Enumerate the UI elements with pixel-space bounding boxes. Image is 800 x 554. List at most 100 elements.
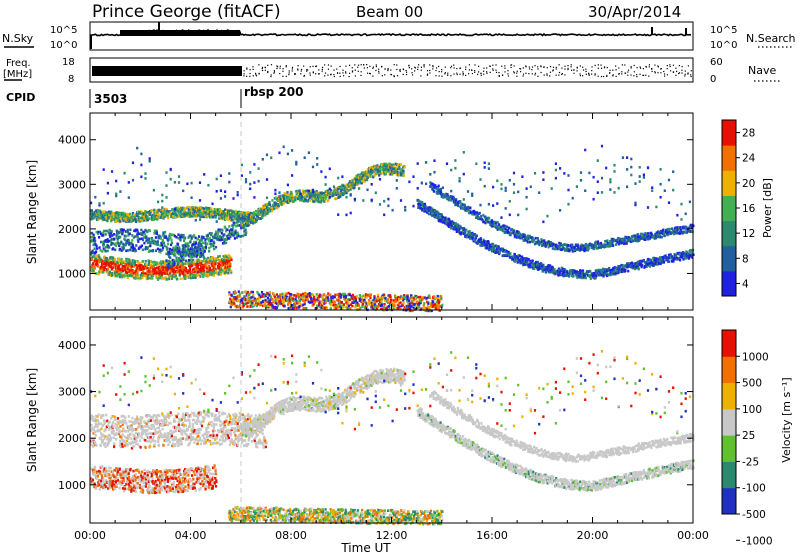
scatter-cell [97,209,100,212]
scatter-cell [211,264,214,267]
scatter-cell [163,272,166,275]
scatter-cell [339,195,342,198]
scatter-cell [91,255,95,259]
scatter-cell [193,214,196,218]
scatter-cell [95,257,98,261]
scatter-cell [102,247,105,250]
scatter-cell [208,261,211,264]
nave-dot [378,70,380,72]
scatter-cell [121,275,124,279]
scatter-cell [128,242,131,245]
scatter-cell [161,234,165,237]
nave-dot [489,71,491,73]
scatter-cell [230,216,233,219]
nave-dot [510,66,512,69]
scatter-cell [179,258,182,262]
scatter-cell [147,277,150,280]
scatter-cell [141,248,144,252]
nave-dot [618,73,620,75]
scatter-cell [190,209,193,213]
nave-dot [432,68,434,70]
scatter-cell [291,194,294,197]
scatter-cell [231,224,234,227]
nave-dot [300,70,302,72]
scatter-cell [194,206,197,209]
scatter-cell [144,263,147,266]
scatter-cell [478,211,481,215]
scatter-cell [457,204,460,208]
scatter-cell [97,272,100,276]
scatter-cell [153,232,156,235]
scatter-cell [188,215,191,218]
scatter-cell [152,265,155,269]
nave-dot [462,71,464,73]
scatter-cell [217,265,220,268]
scatter-cell [178,214,181,217]
scatter-cell [161,240,164,244]
scatter-cell [163,266,166,270]
scatter-cell [207,212,210,216]
scatter-cell [154,267,157,270]
scatter-cell [113,211,116,215]
scatter-cell [171,270,174,273]
scatter-cell [183,253,186,257]
scatter-cell [273,207,276,211]
nave-dot [372,75,374,77]
scatter-cell [167,261,170,264]
scatter-cell [216,238,219,241]
scatter-cell [198,241,201,245]
nave-dot [282,70,284,72]
scatter-cell [160,270,163,274]
scatter-cell [207,210,210,213]
scatter-cell [545,271,548,274]
nave-dot [621,71,623,73]
scatter-cell [228,225,231,228]
scatter-cell [222,255,225,258]
scatter-cell [179,210,182,213]
scatter-cell [134,217,137,221]
nave-dot [639,73,641,75]
scatter-cell [144,211,147,214]
nave-dot [690,75,692,78]
scatter-cell [215,269,218,273]
nave-dot [336,72,339,74]
nave-dot [480,72,482,75]
nave-dot [333,75,336,78]
scatter-cell [193,240,196,244]
nave-dot [426,70,429,72]
nave-dot [468,64,471,66]
nave-dot [522,67,524,69]
scatter-cell [120,271,123,274]
scatter-cell [366,176,369,179]
scatter-cell [199,212,202,216]
nave-dot [639,67,642,69]
nave-dot [363,64,365,66]
nave-dot [294,73,296,76]
nave-dot [675,70,678,73]
nave-dot [516,70,518,72]
nave-dot [450,75,452,77]
scatter-cell [181,265,184,268]
scatter-cell [226,262,229,265]
scatter-cell [110,265,113,268]
scatter-cell [169,236,172,240]
nave-dot [597,64,599,66]
scatter-cell [106,219,109,223]
nave-dot [576,67,578,69]
scatter-cell [132,249,135,252]
scatter-cell [177,270,180,274]
scatter-cell [131,234,134,237]
scatter-cell [235,224,238,228]
scatter-cell [226,234,229,238]
scatter-cell [206,234,209,237]
scatter-cell [201,249,204,253]
nave-dot [477,71,480,73]
scatter-cell [198,260,201,263]
scatter-cell [137,216,140,219]
freq-label-2: [MHz] [3,69,32,80]
nave-dot [435,67,438,69]
scatter-cell [178,263,182,267]
date-title: 30/Apr/2014 [588,3,681,21]
scatter-cell [211,272,214,276]
scatter-cell [220,264,223,268]
